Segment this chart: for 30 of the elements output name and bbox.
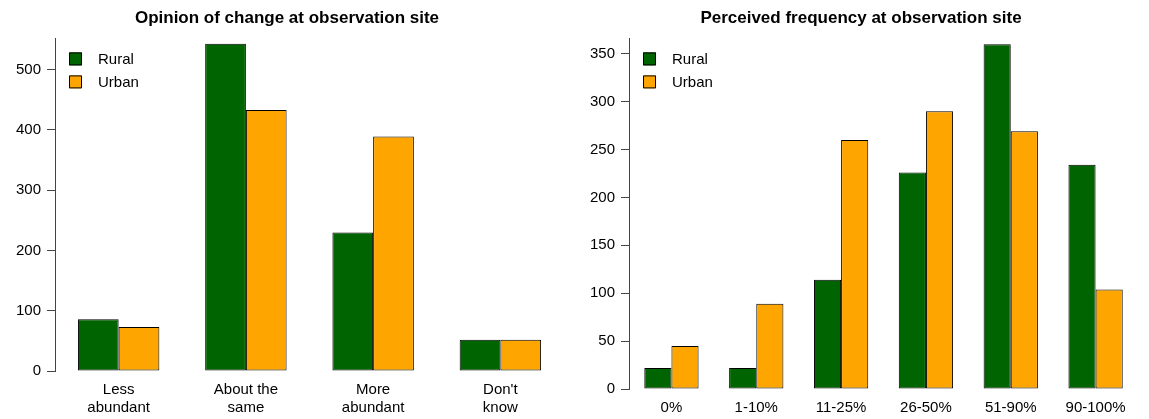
y-tick-label: 200 — [16, 240, 42, 258]
x-tick-label: 1-10% — [734, 398, 778, 416]
x-tick-label: More abundant — [341, 380, 406, 416]
y-tick-label: 300 — [16, 180, 42, 198]
chart-title: Perceived frequency at observation site — [700, 7, 1022, 27]
x-tick-label: 11-25% — [815, 398, 867, 416]
y-tick-label: 100 — [16, 300, 42, 318]
y-tick-label: 150 — [590, 235, 616, 253]
y-tick-label: 300 — [590, 91, 616, 109]
x-tick-label: About the same — [213, 380, 278, 416]
y-tick-label: 250 — [590, 139, 616, 157]
legend-label: Rural — [98, 49, 134, 67]
y-tick-label: 500 — [16, 59, 42, 77]
x-tick-label: 51-90% — [984, 398, 1037, 416]
x-tick-label: 90-100% — [1065, 398, 1126, 416]
chart-title: Opinion of change at observation site — [134, 7, 440, 27]
legend-label: Urban — [98, 72, 139, 90]
y-tick-label: 350 — [590, 43, 616, 61]
x-tick-label: 0% — [660, 398, 683, 416]
legend-label: Rural — [672, 49, 708, 67]
x-tick-label: Less abundant — [87, 380, 151, 416]
legend-label: Urban — [672, 72, 713, 90]
x-tick-label: 26-50% — [900, 398, 952, 416]
x-tick-label: Don't know — [482, 380, 519, 416]
y-tick-label: 0 — [32, 361, 42, 379]
y-tick-label: 400 — [16, 120, 42, 138]
y-tick-label: 200 — [590, 187, 616, 205]
y-tick-label: 50 — [598, 331, 616, 349]
y-tick-label: 100 — [590, 283, 616, 301]
y-tick-label: 0 — [606, 379, 616, 397]
